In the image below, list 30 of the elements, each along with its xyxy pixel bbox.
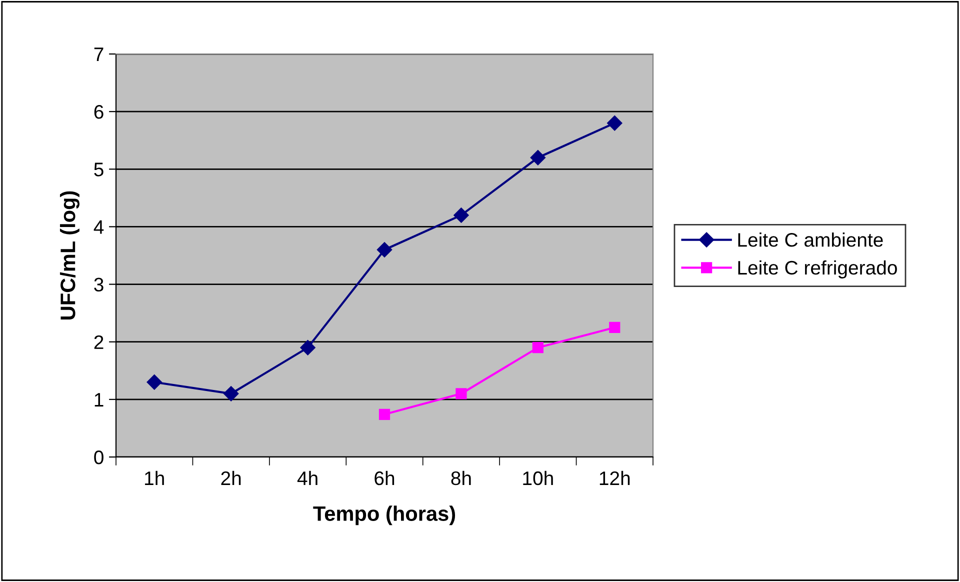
point bbox=[456, 388, 467, 400]
legend-label: Leite C refrigerado bbox=[738, 260, 897, 278]
y-tick-label: 3 bbox=[94, 278, 104, 292]
point bbox=[530, 150, 546, 166]
x-tick-label: 8h bbox=[451, 470, 471, 486]
x-tick-label: 12h bbox=[600, 470, 630, 485]
y-tick-label: 0 bbox=[94, 450, 104, 464]
y-tick-label: 5 bbox=[94, 162, 104, 176]
point bbox=[378, 408, 390, 420]
point bbox=[607, 116, 622, 131]
y-tick-label: 6 bbox=[94, 105, 104, 119]
y-tick-label: 2 bbox=[94, 335, 104, 349]
y-tick-label: 4 bbox=[94, 220, 104, 234]
point bbox=[376, 242, 392, 258]
y-axis-title: UFC/mL (log) bbox=[60, 191, 80, 320]
point bbox=[532, 342, 544, 354]
x-tick-label: 6h bbox=[374, 470, 394, 486]
x-tick-label: 10h bbox=[523, 470, 553, 486]
legend-label: Leite C ambiente bbox=[738, 232, 883, 247]
point bbox=[300, 340, 316, 356]
point bbox=[454, 208, 469, 223]
x-tick-label: 1h bbox=[145, 470, 164, 485]
x-tick-label: 4h bbox=[297, 470, 318, 485]
point bbox=[224, 386, 239, 402]
y-tick-label: 1 bbox=[94, 393, 104, 406]
point bbox=[146, 374, 162, 390]
y-tick-label: 7 bbox=[94, 48, 104, 62]
x-axis-title: Tempo (horas) bbox=[313, 506, 456, 526]
point bbox=[609, 322, 620, 334]
x-tick-label: 2h bbox=[221, 470, 241, 485]
